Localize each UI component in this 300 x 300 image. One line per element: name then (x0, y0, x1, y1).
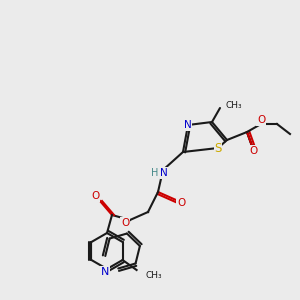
Text: S: S (214, 142, 222, 154)
Text: CH₃: CH₃ (225, 100, 242, 109)
Text: O: O (257, 115, 265, 125)
Text: N: N (101, 267, 109, 277)
Text: H: H (151, 168, 159, 178)
Text: CH₃: CH₃ (146, 271, 162, 280)
Text: O: O (250, 146, 258, 156)
Text: N: N (184, 120, 192, 130)
Text: O: O (121, 218, 129, 228)
Text: N: N (160, 168, 168, 178)
Text: O: O (177, 198, 185, 208)
Text: O: O (91, 191, 99, 201)
